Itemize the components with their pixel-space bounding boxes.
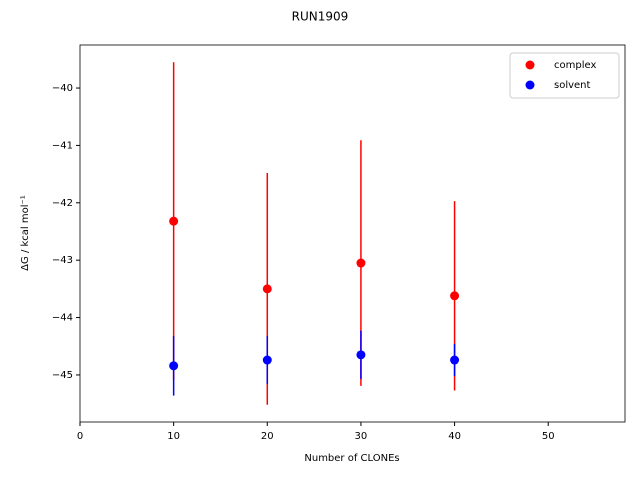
legend-label: solvent — [554, 80, 591, 91]
x-axis-label: Number of CLONEs — [304, 453, 399, 464]
point — [450, 291, 460, 301]
x-tick-label: 10 — [167, 431, 180, 442]
x-tick-label: 40 — [448, 431, 461, 442]
x-tick-label: 0 — [77, 431, 83, 442]
legend-box — [509, 52, 620, 99]
point — [356, 350, 366, 360]
point — [262, 355, 272, 365]
y-axis-label: ΔG / kcal mol⁻¹ — [20, 195, 31, 271]
point — [169, 216, 179, 226]
legend-marker — [525, 60, 535, 70]
x-tick-label: 30 — [355, 431, 368, 442]
point — [450, 355, 460, 365]
plot-frame — [79, 44, 626, 423]
y-tick-label: −43 — [52, 255, 73, 266]
y-tick-label: −41 — [52, 140, 73, 151]
x-tick-label: 20 — [261, 431, 274, 442]
point — [262, 284, 272, 294]
y-tick-label: −40 — [52, 83, 73, 94]
x-tick-label: 50 — [542, 431, 555, 442]
chart-title: RUN1909 — [292, 10, 349, 24]
legend-label: complex — [554, 60, 596, 71]
y-tick-label: −44 — [52, 313, 73, 324]
y-tick-label: −45 — [52, 370, 73, 381]
y-tick-label: −42 — [52, 198, 73, 209]
point — [169, 361, 179, 371]
legend-marker — [525, 80, 535, 90]
point — [356, 258, 366, 268]
